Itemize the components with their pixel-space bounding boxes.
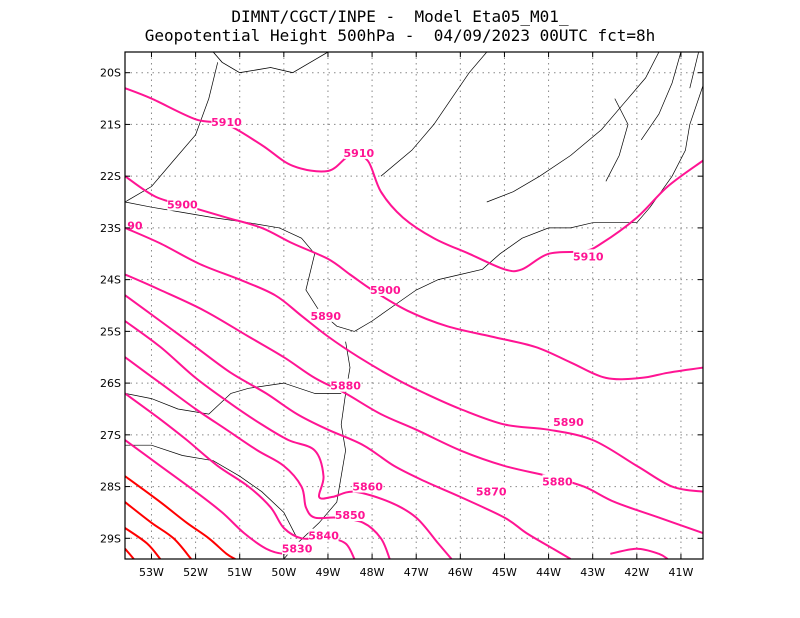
contour-label-bg [542, 474, 573, 488]
x-tick-label: 50W [271, 566, 296, 579]
y-tick-label: 27S [100, 429, 121, 442]
y-tick-label: 20S [100, 67, 121, 80]
y-tick-label: 22S [100, 170, 121, 183]
contour-label-bg [573, 249, 604, 263]
x-tick-label: 48W [360, 566, 385, 579]
state-border [283, 341, 351, 559]
contour-5810 [125, 501, 192, 559]
contour-label: 5870 [476, 486, 507, 499]
map-frame [124, 51, 704, 560]
contour-label: 5900 [370, 284, 401, 297]
contour-label-bg [343, 145, 374, 159]
contour-label: 5910 [344, 147, 375, 160]
state-border [125, 62, 219, 203]
contour-label-bg [308, 528, 339, 542]
y-tick-label: 23S [100, 222, 121, 235]
contour-5910 [125, 87, 703, 273]
contour-label: 5850 [335, 509, 366, 522]
y-tick-label: 26S [100, 377, 121, 390]
contour-label-bg [476, 484, 507, 498]
x-tick-label: 52W [183, 566, 208, 579]
state-border [486, 52, 660, 203]
contour-label: 5860 [352, 481, 383, 494]
contour-label-bg [211, 114, 242, 128]
contour-label-bg [310, 308, 341, 322]
state-border [125, 444, 298, 539]
contour-5900 [125, 175, 703, 381]
coastline [212, 52, 329, 74]
contour-5890 [125, 226, 703, 493]
state-border [640, 52, 682, 141]
contour-label: 5900 [167, 199, 198, 212]
y-tick-label: 29S [100, 532, 121, 545]
x-tick-label: 42W [624, 566, 649, 579]
contour-label: 5910 [573, 250, 604, 263]
y-tick-label: 24S [100, 274, 121, 287]
contour-label: 5840 [308, 530, 339, 543]
contour-label: 5880 [330, 380, 361, 393]
x-tick-label: 43W [580, 566, 605, 579]
x-tick-label: 45W [492, 566, 517, 579]
y-tick-label: 25S [100, 325, 121, 338]
contour-5850 [125, 356, 391, 559]
x-tick-label: 44W [536, 566, 561, 579]
state-border [605, 98, 629, 182]
contour-labels: 5910 5910 5910 5900 5900 5890 5890 5880 5880 5870… [127, 114, 604, 556]
contour-label-bg [330, 378, 361, 392]
contour-label-bg [553, 414, 584, 428]
contour-label: 5890 [553, 416, 584, 429]
x-tick-label: 51W [227, 566, 252, 579]
height-contours [125, 87, 703, 559]
contour-label-bg [370, 282, 401, 296]
contour-label: 5830 [282, 543, 313, 556]
map-title-line2: Geopotential Height 500hPa - 04/09/2023 … [144, 26, 656, 45]
state-border [125, 382, 342, 415]
contour-5860 [125, 320, 453, 559]
contour-label: 5910 [211, 116, 242, 129]
y-tick-label: 28S [100, 481, 121, 494]
x-tick-label: 47W [404, 566, 429, 579]
contour-5870 [125, 294, 572, 559]
y-tick-label: 21S [100, 118, 121, 131]
map-title-line1: DIMNT/CGCT/INPE - Model Eta05_M01_ [231, 7, 569, 26]
state-border [689, 52, 699, 89]
contour-label-edge: 90 [127, 219, 143, 232]
contour-label-bg [335, 508, 366, 522]
x-tick-label: 41W [669, 566, 694, 579]
contour-5820 [125, 475, 236, 559]
contour-5910 [610, 547, 669, 559]
contour-label-bg [282, 541, 313, 555]
contour-5800 [125, 527, 162, 559]
x-tick-label: 46W [448, 566, 473, 579]
state-border [354, 84, 703, 332]
contour-label: 5880 [542, 475, 573, 488]
x-tick-label: 49W [316, 566, 341, 579]
state-border [380, 52, 488, 177]
contour-5880 [125, 273, 703, 535]
x-tick-label: 53W [139, 566, 164, 579]
axis-ticks: 53W 52W 51W 50W 49W 48W 47W 46W 45W 44W 43W 42W 41W 2… [100, 52, 703, 579]
contour-label: 5890 [310, 310, 341, 323]
contour-5790 [125, 548, 135, 559]
contour-label-bg [352, 479, 383, 493]
contour-label-bg [167, 197, 198, 211]
